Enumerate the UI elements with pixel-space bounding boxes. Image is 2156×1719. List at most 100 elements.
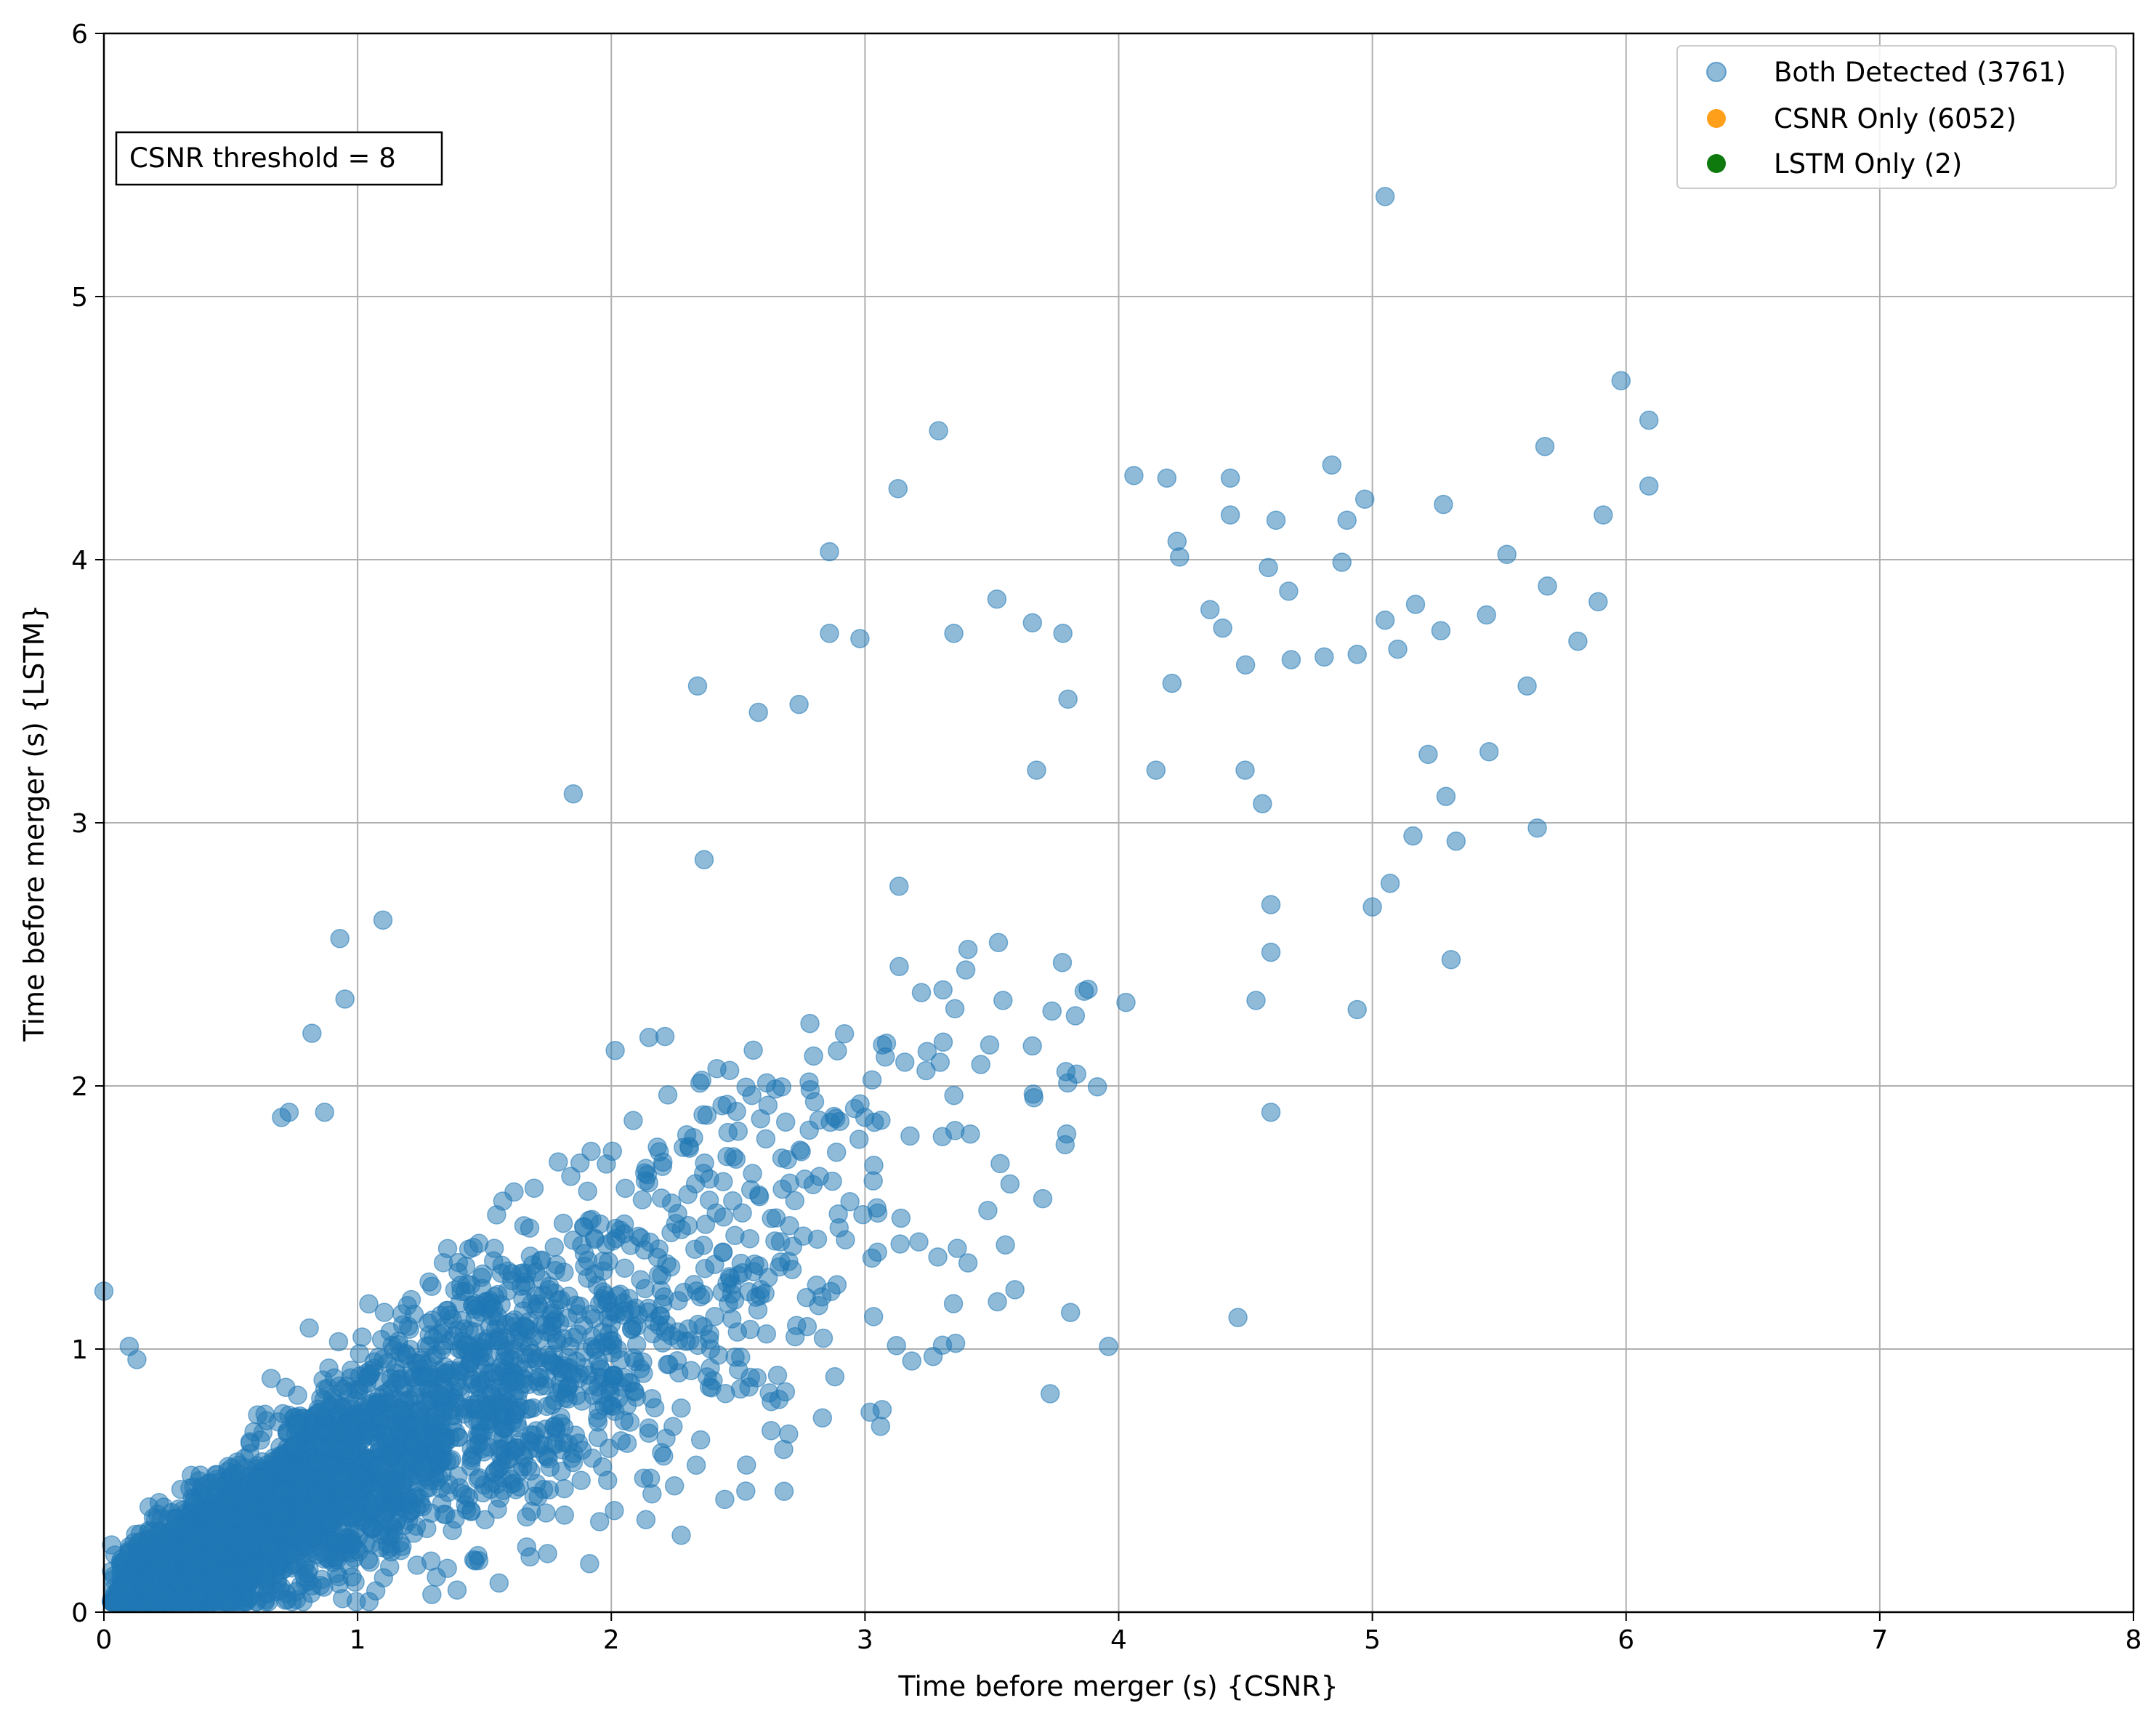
data-point [1639,476,1659,496]
data-point [381,1542,401,1562]
data-point [1436,786,1456,807]
data-point [765,1231,785,1251]
data-point [812,1408,833,1428]
data-point [230,1526,249,1546]
data-point [944,1085,964,1106]
data-point [850,629,870,648]
data-point [392,1375,412,1395]
data-point [1200,600,1220,620]
data-point [524,1178,544,1199]
data-point [789,694,809,714]
data-point [891,1208,911,1228]
data-point [1157,468,1177,488]
data-point [1055,1135,1075,1155]
data-point [639,1028,659,1047]
x-tick-label: 4 [1110,1625,1127,1655]
data-point [1040,1384,1060,1404]
data-point [932,1127,953,1146]
data-point [780,1215,799,1236]
data-point [1253,794,1272,813]
data-point [1074,981,1094,1002]
data-point [900,1126,920,1146]
data-point [315,1102,334,1122]
data-point [1087,1076,1107,1097]
data-point [834,1023,855,1044]
data-point [804,1046,823,1066]
data-point [536,1503,556,1523]
data-point [580,1553,599,1574]
data-point [686,1455,706,1475]
data-point [249,1468,269,1488]
data-point [820,624,839,643]
data-point [1375,187,1395,206]
y-tick-label: 0 [71,1598,88,1628]
legend-marker-csnr-only [1707,109,1726,128]
data-point [597,1154,616,1174]
data-point [504,1182,524,1202]
data-point [578,1268,597,1288]
data-point [526,1300,546,1319]
data-point [581,1141,601,1162]
data-point [631,1270,650,1289]
data-point [182,1465,201,1486]
data-point [678,1185,698,1204]
data-point [217,1490,237,1510]
data-point [606,1228,626,1249]
data-point [374,1465,394,1486]
legend-label-csnr-only: CSNR Only (6052) [1774,103,2016,134]
data-point [656,1428,676,1449]
data-point [636,1510,656,1529]
data-point [597,1470,618,1491]
data-point [506,1480,526,1499]
data-point [270,1506,290,1526]
data-point [570,1153,590,1173]
data-point [916,1060,936,1081]
data-point [701,1339,721,1359]
data-point [611,1431,631,1451]
data-point [1568,631,1588,651]
data-point [1065,1006,1086,1026]
data-point [1266,510,1286,530]
data-point [743,1040,763,1060]
data-point [1162,673,1182,693]
data-point [330,929,350,949]
data-point [736,1077,756,1097]
data-point [590,1214,610,1234]
data-point [726,1149,746,1170]
data-point [751,1109,770,1129]
data-point [422,1276,442,1296]
y-tick-label: 3 [71,809,88,839]
data-point [589,1512,610,1531]
data-point [1058,689,1078,709]
data-point [490,1439,509,1459]
data-point [423,1348,443,1367]
data-point [425,1408,445,1428]
data-point [863,1307,884,1327]
data-point [902,1351,922,1371]
data-point [1347,645,1367,664]
data-point [826,1143,847,1162]
data-point [520,1337,539,1357]
data-point [769,1390,789,1409]
data-point [993,991,1013,1010]
data-point [799,1120,819,1140]
data-point [714,1172,733,1192]
data-point [685,1239,705,1259]
data-point [933,1032,953,1052]
data-point [729,1360,748,1380]
data-point [623,1111,643,1130]
data-point [923,1346,943,1366]
data-point [664,1476,685,1496]
data-point [240,1587,259,1608]
data-point [244,1561,264,1581]
data-point [553,1213,573,1233]
data-point [1403,826,1423,846]
data-point [917,1042,937,1061]
data-point [772,1179,792,1199]
data-point [544,1416,565,1436]
data-point [360,1494,379,1513]
data-point [453,1484,472,1504]
data-point [578,1181,597,1201]
data-point [736,1481,756,1501]
